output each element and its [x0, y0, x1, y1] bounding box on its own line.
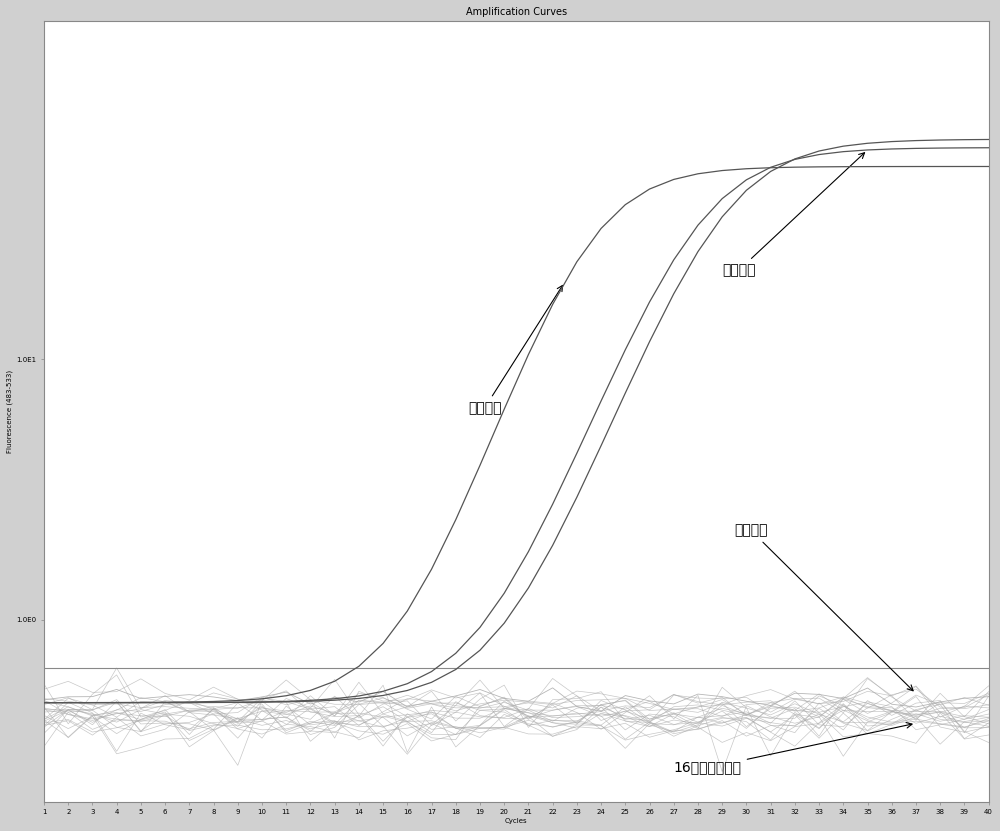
Text: 阳性对照: 阳性对照 [468, 285, 563, 415]
Text: 阳性标本: 阳性标本 [722, 153, 865, 277]
X-axis label: Cycles: Cycles [505, 818, 528, 824]
Y-axis label: Fluorescence (483-533): Fluorescence (483-533) [7, 370, 13, 453]
Text: 阴性对照: 阴性对照 [734, 524, 913, 691]
Text: 16种其它病原体: 16种其它病原体 [674, 722, 912, 774]
Title: Amplification Curves: Amplification Curves [466, 7, 567, 17]
